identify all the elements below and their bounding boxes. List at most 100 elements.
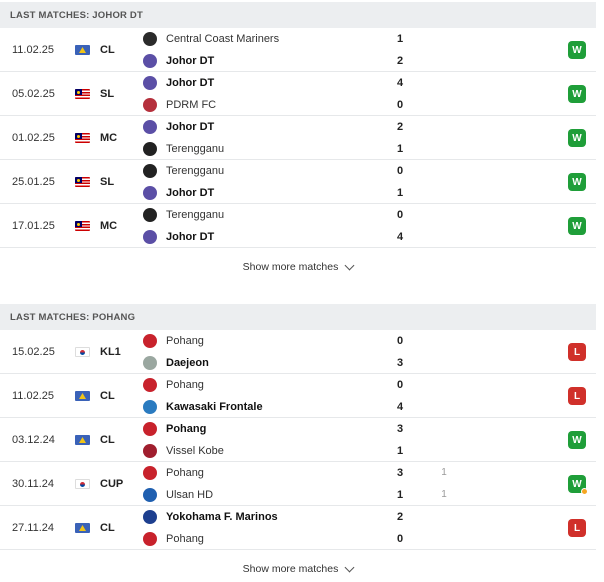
- match-date: 03.12.24: [12, 434, 55, 446]
- result-badge: L: [568, 387, 586, 405]
- match-row[interactable]: 03.12.24 CL Pohang Vissel Kobe 3 1 W: [0, 418, 596, 462]
- section-header: LAST MATCHES: POHANG: [0, 304, 596, 330]
- away-penalty-score: 1: [441, 489, 447, 500]
- chevron-down-icon: [344, 562, 355, 572]
- chevron-down-icon: [344, 260, 355, 270]
- home-score: 3: [396, 467, 404, 479]
- home-score: 0: [396, 335, 404, 347]
- away-score: 4: [396, 231, 404, 243]
- away-team[interactable]: Pohang: [143, 528, 204, 550]
- away-team[interactable]: Vissel Kobe: [143, 440, 224, 462]
- competition-label: KL1: [100, 346, 121, 358]
- away-team-logo-icon: [143, 186, 157, 200]
- home-penalty-score: 1: [441, 467, 447, 478]
- away-team[interactable]: Terengganu: [143, 138, 224, 160]
- result-badge: W: [568, 129, 586, 147]
- home-team[interactable]: Pohang: [143, 330, 204, 352]
- show-more-button[interactable]: Show more matches: [0, 248, 596, 286]
- match-row[interactable]: 27.11.24 CL Yokohama F. Marinos Pohang 2 0 L: [0, 506, 596, 550]
- competition-label: CUP: [100, 478, 124, 490]
- home-team[interactable]: Terengganu: [143, 204, 224, 226]
- away-team-name: Terengganu: [166, 143, 225, 155]
- home-team[interactable]: Central Coast Mariners: [143, 28, 279, 50]
- result-badge: W: [568, 431, 586, 449]
- home-score: 2: [396, 511, 404, 523]
- result-label: W: [572, 88, 582, 100]
- result-label: L: [573, 390, 581, 402]
- competition-label: SL: [100, 88, 115, 100]
- away-team[interactable]: Ulsan HD: [143, 484, 213, 506]
- competition-flag-icon: [75, 435, 90, 445]
- competition-flag-icon: [75, 479, 90, 489]
- away-score: 0: [396, 99, 404, 111]
- home-team[interactable]: Terengganu: [143, 160, 224, 182]
- match-row[interactable]: 11.02.25 CL Pohang Kawasaki Frontale 0 4 L: [0, 374, 596, 418]
- away-team-name: Johor DT: [166, 187, 215, 199]
- home-team-logo-icon: [143, 120, 157, 134]
- competition-flag-icon: [75, 45, 90, 55]
- result-badge: L: [568, 343, 586, 361]
- competition-label: MC: [100, 132, 118, 144]
- home-team[interactable]: Yokohama F. Marinos: [143, 506, 278, 528]
- home-team[interactable]: Johor DT: [143, 72, 214, 94]
- match-date: 17.01.25: [12, 220, 55, 232]
- show-more-label: Show more matches: [242, 563, 339, 575]
- competition-label: CL: [100, 44, 115, 56]
- competition-flag-icon: [75, 133, 90, 143]
- away-team[interactable]: Johor DT: [143, 50, 214, 72]
- pohang-section: LAST MATCHES: POHANG 15.02.25 KL1 Pohang Da…: [0, 304, 604, 582]
- section-header: LAST MATCHES: JOHOR DT: [0, 2, 596, 28]
- away-score: 1: [396, 187, 404, 199]
- match-row[interactable]: 11.02.25 CL Central Coast Mariners Johor DT…: [0, 28, 596, 72]
- competition-flag-icon: [75, 221, 90, 231]
- away-score: 1: [396, 143, 404, 155]
- home-team-name: Pohang: [166, 379, 204, 391]
- home-team[interactable]: Pohang: [143, 418, 206, 440]
- home-team-name: Pohang: [166, 423, 207, 435]
- match-row[interactable]: 30.11.24 CUP Pohang Ulsan HD 3 1 1 1 W: [0, 462, 596, 506]
- away-team-name: Johor DT: [166, 231, 215, 243]
- home-team-name: Central Coast Mariners: [166, 33, 280, 45]
- johor-section: LAST MATCHES: JOHOR DT 11.02.25 CL Central…: [0, 2, 604, 286]
- result-label: W: [572, 478, 582, 490]
- away-team-logo-icon: [143, 230, 157, 244]
- away-team[interactable]: PDRM FC: [143, 94, 216, 116]
- away-team-name: Daejeon: [166, 357, 209, 369]
- home-team-name: Terengganu: [166, 209, 225, 221]
- home-team[interactable]: Johor DT: [143, 116, 214, 138]
- match-row[interactable]: 17.01.25 MC Terengganu Johor DT 0 4 W: [0, 204, 596, 248]
- match-date: 01.02.25: [12, 132, 55, 144]
- away-team-name: Ulsan HD: [166, 489, 214, 501]
- section-title: LAST MATCHES: JOHOR DT: [10, 9, 143, 21]
- away-score: 0: [396, 533, 404, 545]
- home-score: 0: [396, 379, 404, 391]
- match-row[interactable]: 25.01.25 SL Terengganu Johor DT 0 1 W: [0, 160, 596, 204]
- section-title: LAST MATCHES: POHANG: [10, 311, 136, 323]
- away-team[interactable]: Daejeon: [143, 352, 209, 374]
- match-row[interactable]: 05.02.25 SL Johor DT PDRM FC 4 0 W: [0, 72, 596, 116]
- home-score: 2: [396, 121, 404, 133]
- home-team-logo-icon: [143, 76, 157, 90]
- away-score: 1: [396, 445, 404, 457]
- show-more-button[interactable]: Show more matches: [0, 550, 596, 582]
- match-date: 05.02.25: [12, 88, 55, 100]
- away-team-logo-icon: [143, 488, 157, 502]
- home-team-name: Pohang: [166, 467, 204, 479]
- show-more-label: Show more matches: [242, 261, 339, 273]
- match-row[interactable]: 01.02.25 MC Johor DT Terengganu 2 1 W: [0, 116, 596, 160]
- home-score: 4: [396, 77, 404, 89]
- away-team[interactable]: Johor DT: [143, 226, 214, 248]
- home-team-name: Yokohama F. Marinos: [166, 511, 278, 523]
- match-row[interactable]: 15.02.25 KL1 Pohang Daejeon 0 3 L: [0, 330, 596, 374]
- home-team[interactable]: Pohang: [143, 462, 204, 484]
- away-team[interactable]: Johor DT: [143, 182, 214, 204]
- home-team-name: Johor DT: [166, 121, 215, 133]
- home-score: 0: [396, 209, 404, 221]
- result-badge: W: [568, 475, 588, 495]
- away-score: 3: [396, 357, 404, 369]
- home-team-logo-icon: [143, 422, 157, 436]
- home-team[interactable]: Pohang: [143, 374, 204, 396]
- competition-flag-icon: [75, 177, 90, 187]
- home-team-logo-icon: [143, 510, 157, 524]
- away-team[interactable]: Kawasaki Frontale: [143, 396, 263, 418]
